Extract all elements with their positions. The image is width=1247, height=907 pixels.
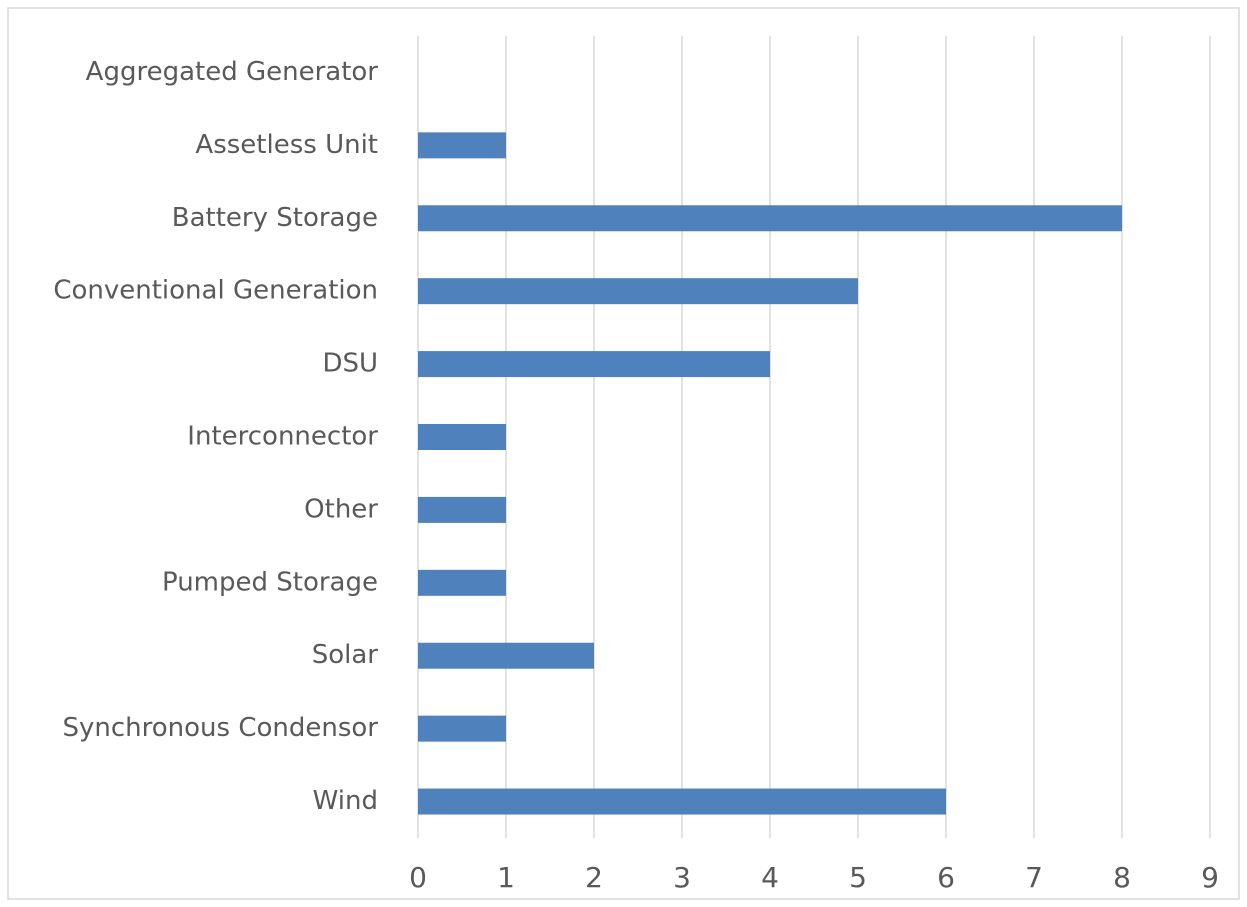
bar (418, 132, 506, 159)
bar (418, 278, 858, 305)
x-tick-label: 6 (937, 861, 955, 894)
x-tick-label: 5 (849, 861, 867, 894)
y-tick-label: Conventional Generation (53, 276, 378, 306)
y-tick-label: Aggregated Generator (86, 57, 379, 87)
bar (418, 788, 946, 815)
bar (418, 351, 770, 378)
bar (418, 569, 506, 596)
y-tick-label: Other (304, 494, 378, 524)
bar (418, 496, 506, 523)
y-tick-label: Assetless Unit (195, 130, 378, 160)
x-tick-label: 4 (761, 861, 779, 894)
x-tick-label: 7 (1025, 861, 1043, 894)
x-tick-label: 0 (409, 861, 427, 894)
y-tick-label: DSU (322, 349, 378, 379)
y-tick-label: Interconnector (187, 422, 378, 452)
y-tick-label: Wind (313, 786, 378, 816)
bar (418, 205, 1122, 232)
bar (418, 424, 506, 450)
chart-border (7, 7, 1240, 900)
x-tick-label: 9 (1201, 861, 1219, 894)
bar (418, 642, 594, 669)
bar (418, 715, 506, 742)
y-tick-label: Battery Storage (172, 203, 378, 233)
x-tick-label: 2 (585, 861, 603, 894)
x-tick-label: 8 (1113, 861, 1131, 894)
x-tick-label: 1 (497, 861, 515, 894)
y-tick-label: Pumped Storage (162, 567, 378, 597)
x-tick-label: 3 (673, 861, 691, 894)
y-tick-label: Solar (312, 640, 379, 670)
y-tick-label: Synchronous Condensor (62, 713, 378, 743)
